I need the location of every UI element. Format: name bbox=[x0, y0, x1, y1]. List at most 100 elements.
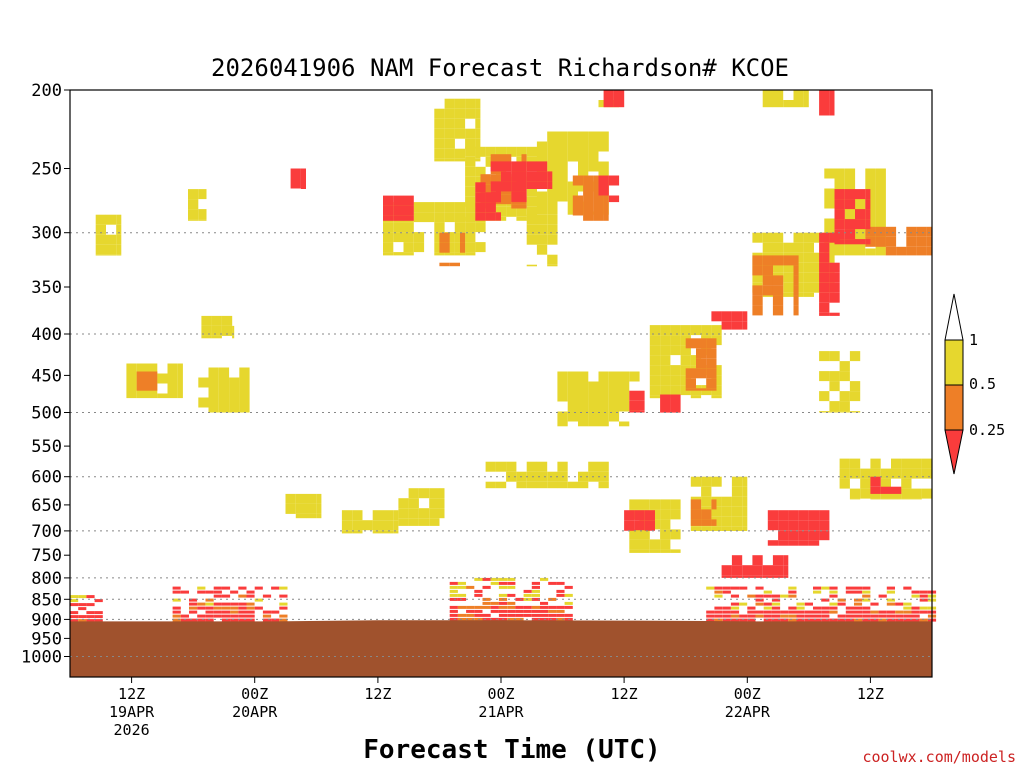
ri-cell bbox=[254, 606, 263, 610]
ri-cell bbox=[839, 411, 850, 413]
ri-cell bbox=[803, 282, 814, 293]
ri-cell bbox=[536, 151, 548, 162]
ri-cell bbox=[429, 508, 440, 519]
ri-cell bbox=[629, 400, 640, 411]
ri-cell bbox=[742, 496, 748, 507]
ri-cell bbox=[383, 252, 394, 256]
ri-cell bbox=[706, 348, 717, 359]
ri-cell bbox=[218, 387, 230, 398]
ri-cell bbox=[819, 90, 830, 100]
ri-cell bbox=[221, 315, 233, 326]
ri-cell bbox=[813, 590, 822, 594]
ri-cell bbox=[885, 246, 897, 256]
ri-cell bbox=[246, 594, 255, 598]
ri-cell bbox=[660, 519, 671, 530]
ri-cell bbox=[855, 239, 866, 245]
ri-cell bbox=[819, 351, 830, 362]
ri-cell bbox=[711, 516, 722, 527]
ri-cell bbox=[449, 585, 458, 589]
ri-cell bbox=[536, 214, 548, 225]
ri-cell bbox=[536, 234, 548, 245]
ri-cell bbox=[444, 128, 455, 139]
ri-cell bbox=[557, 381, 568, 392]
ri-cell bbox=[755, 614, 764, 618]
ri-cell bbox=[482, 593, 491, 597]
ri-cell bbox=[714, 606, 723, 610]
ri-cell bbox=[306, 493, 317, 504]
ri-cell bbox=[465, 146, 476, 157]
ri-cell bbox=[752, 555, 763, 566]
ri-cell bbox=[895, 602, 904, 606]
ri-cell bbox=[629, 549, 640, 553]
ri-cell bbox=[564, 585, 573, 589]
ri-cell bbox=[803, 292, 814, 297]
credit-link[interactable]: coolwx.com/models bbox=[862, 748, 1016, 766]
ri-cell bbox=[780, 594, 789, 598]
y-tick-label: 750 bbox=[31, 546, 62, 566]
ri-cell bbox=[783, 272, 794, 283]
ri-cell bbox=[685, 378, 696, 389]
ri-cell bbox=[482, 577, 491, 581]
ri-cell bbox=[444, 242, 455, 253]
ri-cell bbox=[439, 232, 450, 243]
ri-cell bbox=[403, 195, 414, 206]
ri-cell bbox=[803, 242, 814, 253]
ri-cell bbox=[540, 593, 549, 597]
ri-cell bbox=[418, 488, 430, 499]
ri-cell bbox=[865, 168, 876, 179]
ri-cell bbox=[531, 581, 540, 585]
ri-cell bbox=[515, 585, 524, 589]
ri-cell bbox=[701, 325, 712, 336]
ri-cell bbox=[548, 593, 557, 597]
ri-cell bbox=[515, 609, 524, 613]
ri-cell bbox=[849, 381, 861, 392]
ri-cell bbox=[862, 610, 871, 614]
ri-cell bbox=[485, 202, 496, 213]
ri-cell bbox=[126, 363, 137, 374]
ri-cell bbox=[649, 499, 661, 510]
ri-cell bbox=[844, 199, 856, 210]
ri-cell bbox=[739, 590, 748, 594]
ri-cell bbox=[839, 391, 850, 402]
ri-cell bbox=[564, 613, 573, 617]
ri-cell bbox=[403, 205, 414, 216]
ri-cell bbox=[796, 598, 805, 602]
ri-cell bbox=[788, 540, 799, 546]
ri-cell bbox=[885, 226, 897, 237]
ri-cell bbox=[548, 589, 557, 593]
ri-cell bbox=[844, 189, 856, 200]
ri-cell bbox=[752, 565, 763, 576]
ri-cell bbox=[598, 131, 609, 142]
ri-cell bbox=[536, 481, 548, 489]
ri-cell bbox=[474, 577, 483, 581]
ri-cell bbox=[824, 238, 835, 249]
ri-cell bbox=[783, 292, 794, 297]
ri-cell bbox=[341, 510, 353, 521]
ri-cell bbox=[490, 581, 499, 585]
ri-cell bbox=[660, 509, 671, 520]
ri-cell bbox=[891, 458, 902, 469]
ri-cell bbox=[755, 606, 764, 610]
ri-cell bbox=[271, 610, 280, 614]
ri-cell bbox=[747, 614, 756, 618]
ri-cell bbox=[711, 496, 722, 507]
ri-cell bbox=[511, 204, 522, 209]
ri-cell bbox=[854, 618, 863, 622]
ri-cell bbox=[788, 510, 799, 521]
ri-cell bbox=[454, 212, 466, 223]
ri-cell bbox=[383, 205, 394, 216]
legend-bin-white bbox=[944, 293, 964, 341]
y-tick-label: 900 bbox=[31, 610, 62, 630]
ri-cell bbox=[485, 461, 496, 472]
ri-cell bbox=[449, 589, 458, 593]
ri-cell bbox=[501, 194, 512, 205]
ri-cell bbox=[793, 232, 804, 243]
ri-cell bbox=[279, 606, 288, 610]
ri-cell bbox=[213, 610, 222, 614]
ri-cell bbox=[772, 565, 784, 576]
ri-cell bbox=[393, 205, 404, 216]
ri-cell bbox=[218, 397, 230, 408]
ri-cell bbox=[730, 606, 740, 610]
ri-cell bbox=[567, 391, 578, 402]
ri-cell bbox=[919, 606, 928, 610]
